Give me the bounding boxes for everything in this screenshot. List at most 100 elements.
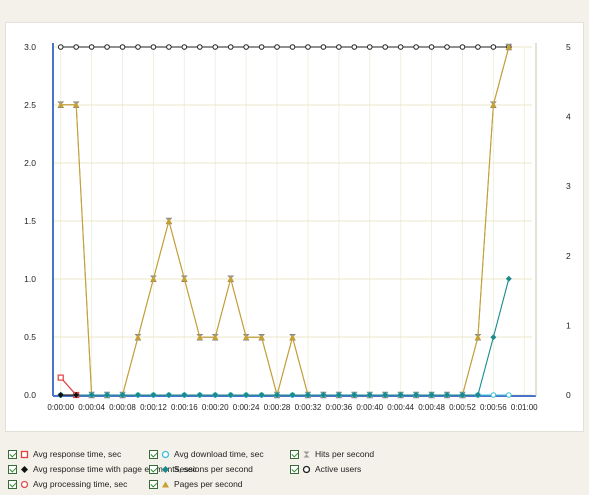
- data-point: [397, 44, 404, 50]
- data-point: [490, 44, 497, 50]
- data-point: [490, 334, 497, 341]
- x-tick-label: 0:00:12: [140, 403, 167, 412]
- data-point: [243, 392, 250, 398]
- x-tick-label: 0:00:16: [171, 403, 198, 412]
- data-point: [397, 392, 404, 398]
- data-point: [289, 392, 296, 398]
- legend-item-avg-processing-time[interactable]: Avg processing time, sec: [8, 477, 127, 491]
- y-right-tick-label: 4: [566, 112, 571, 122]
- diamond-marker-icon: [162, 465, 169, 473]
- x-tick-label: 0:00:52: [449, 403, 476, 412]
- data-point: [150, 44, 157, 50]
- data-point: [57, 44, 64, 50]
- y-left-tick-label: 2.0: [24, 158, 36, 168]
- data-point: [335, 392, 342, 398]
- data-point: [88, 392, 95, 398]
- triangle-marker-icon: [162, 481, 169, 487]
- y-right-tick-label: 1: [566, 320, 571, 330]
- data-point: [320, 44, 327, 50]
- checkbox-icon[interactable]: [149, 464, 158, 474]
- legend-item-avg-download-time[interactable]: Avg download time, sec: [149, 447, 264, 461]
- legend-item-avg-response-time[interactable]: Avg response time, sec: [8, 447, 121, 461]
- data-point: [366, 392, 373, 398]
- x-tick-label: 0:00:28: [264, 403, 291, 412]
- checkbox-icon[interactable]: [8, 464, 17, 474]
- data-point: [104, 44, 110, 50]
- checkbox-icon[interactable]: [149, 479, 158, 489]
- legend-label: Avg response time with page elements, se…: [33, 464, 197, 474]
- data-point: [289, 44, 296, 50]
- y-left-tick-label: 1.5: [24, 216, 36, 226]
- checkbox-icon[interactable]: [149, 449, 158, 459]
- y-right-tick-label: 0: [566, 390, 571, 400]
- data-point: [505, 44, 512, 50]
- legend-item-active-users[interactable]: Active users: [290, 462, 361, 476]
- data-point: [243, 44, 249, 50]
- data-point: [258, 334, 265, 340]
- data-point: [258, 44, 265, 50]
- grid-lines: [53, 46, 532, 396]
- x-tick-label: 0:00:36: [326, 403, 353, 412]
- data-point: [289, 334, 296, 340]
- data-point: [258, 392, 265, 398]
- data-point: [57, 101, 64, 108]
- square-marker-icon: [20, 450, 29, 458]
- checkbox-icon[interactable]: [8, 479, 17, 489]
- legend-item-avg-response-time-page-elements[interactable]: Avg response time with page elements, se…: [8, 462, 197, 476]
- legend-label: Avg download time, sec: [174, 449, 264, 459]
- checkbox-icon[interactable]: [290, 449, 299, 459]
- circle-marker-icon: [161, 450, 170, 458]
- data-point: [444, 44, 450, 50]
- data-point: [119, 392, 126, 398]
- data-point: [506, 392, 512, 398]
- data-point: [428, 392, 435, 398]
- legend-label: Active users: [315, 464, 362, 474]
- x-tick-label: 0:00:20: [202, 403, 229, 412]
- y-left-tick-label: 3.0: [24, 42, 36, 52]
- data-point: [474, 392, 481, 398]
- data-point: [305, 44, 311, 50]
- circle-marker-icon: [302, 465, 311, 473]
- data-point: [88, 44, 95, 50]
- legend-item-sessions-per-second[interactable]: Sessions per second: [149, 462, 253, 476]
- data-point: [134, 334, 141, 340]
- data-point: [119, 44, 126, 50]
- x-tick-label: 0:00:40: [356, 403, 383, 412]
- data-point: [196, 44, 203, 50]
- data-point: [413, 44, 419, 50]
- legend-label: Sessions per second: [174, 464, 253, 474]
- x-tick-label: 0:00:32: [295, 403, 322, 412]
- x-tick-label: 0:00:24: [233, 403, 260, 412]
- data-point: [227, 275, 234, 282]
- y-right-tick-label: 5: [566, 42, 571, 52]
- x-tick-label: 0:00:44: [387, 403, 414, 412]
- data-point: [57, 392, 64, 398]
- data-point: [459, 44, 466, 50]
- data-point: [490, 101, 497, 108]
- y-right-tick-label: 3: [566, 181, 571, 191]
- data-point: [351, 44, 358, 50]
- legend-item-pages-per-second[interactable]: Pages per second: [149, 477, 243, 491]
- data-point: [165, 218, 172, 224]
- checkbox-icon[interactable]: [290, 464, 299, 474]
- legend-label: Avg response time, sec: [33, 449, 122, 459]
- checkbox-icon[interactable]: [8, 449, 17, 459]
- legend: Avg response time, sec Avg response time…: [8, 445, 583, 493]
- data-point: [104, 392, 111, 398]
- data-point: [227, 392, 234, 398]
- data-point: [474, 334, 481, 340]
- data-point: [428, 44, 435, 50]
- series-active-users: [57, 44, 512, 50]
- data-point: [212, 392, 219, 398]
- data-point: [444, 392, 451, 398]
- data-point: [212, 334, 219, 340]
- legend-item-hits-per-second[interactable]: Hits per second: [290, 447, 374, 461]
- data-point: [227, 44, 234, 50]
- line-chart: 0.0 0.5 1.0 1.5 2.0 2.5 3.0 0 1 2 3 4 5 0:00:00 0:00:0…: [24, 42, 571, 412]
- data-point: [135, 44, 141, 50]
- data-point: [382, 392, 389, 398]
- legend-label: Avg processing time, sec: [33, 479, 128, 489]
- data-point: [459, 392, 466, 398]
- circle-marker-icon: [20, 480, 29, 488]
- data-point: [212, 44, 219, 50]
